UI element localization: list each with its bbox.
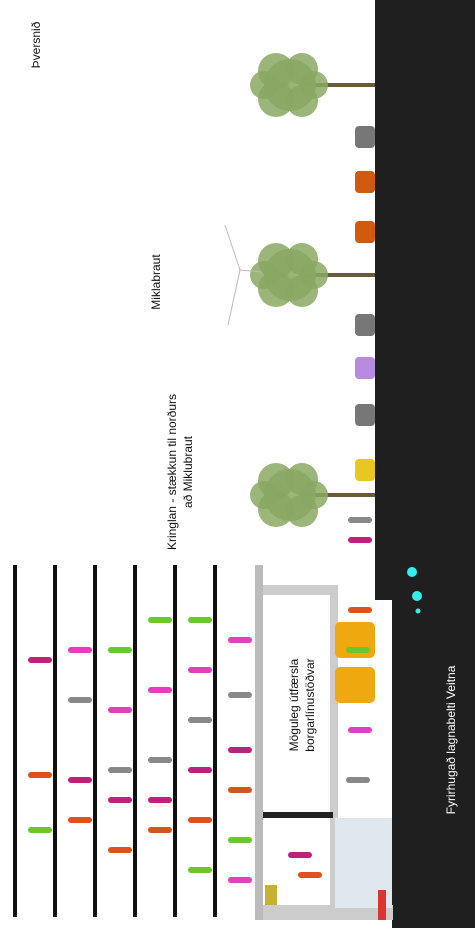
person bbox=[188, 867, 212, 873]
person bbox=[108, 707, 132, 713]
person bbox=[108, 647, 132, 653]
foliage bbox=[250, 261, 278, 289]
person bbox=[188, 667, 212, 673]
person bbox=[28, 827, 52, 833]
section-drawing: Þversnið Miklabraut Kringlan - stækkun t… bbox=[0, 0, 475, 928]
title: Þversnið bbox=[29, 21, 43, 68]
person bbox=[108, 847, 132, 853]
person bbox=[288, 852, 312, 858]
person bbox=[148, 797, 172, 803]
person bbox=[228, 877, 252, 883]
person bbox=[348, 537, 372, 543]
trees bbox=[250, 53, 375, 527]
floor-slab bbox=[213, 565, 217, 917]
person bbox=[148, 757, 172, 763]
person bbox=[188, 617, 212, 623]
utilities-label: Fyrirhugað lagnabelti Veitna bbox=[444, 665, 458, 814]
barrier bbox=[378, 890, 386, 920]
car bbox=[355, 314, 375, 336]
person bbox=[228, 787, 252, 793]
person bbox=[28, 772, 52, 778]
foliage bbox=[300, 261, 328, 289]
building-floor bbox=[263, 812, 333, 818]
person bbox=[68, 817, 92, 823]
foliage bbox=[250, 71, 278, 99]
car bbox=[355, 357, 375, 379]
person bbox=[108, 797, 132, 803]
mall-label: að Miklubraut bbox=[181, 435, 195, 508]
pipe bbox=[416, 609, 421, 614]
person bbox=[148, 687, 172, 693]
people bbox=[28, 517, 372, 883]
person bbox=[228, 692, 252, 698]
building-floors bbox=[13, 565, 217, 917]
road-label: Miklabraut bbox=[149, 254, 163, 310]
foliage bbox=[300, 71, 328, 99]
ground bbox=[375, 0, 475, 928]
person bbox=[148, 827, 172, 833]
person bbox=[348, 517, 372, 523]
station-roof bbox=[260, 585, 330, 595]
escalator bbox=[265, 885, 277, 905]
person bbox=[228, 637, 252, 643]
person bbox=[298, 872, 322, 878]
person bbox=[348, 727, 372, 733]
foliage bbox=[300, 481, 328, 509]
person bbox=[228, 837, 252, 843]
car bbox=[355, 404, 375, 426]
floor-slab bbox=[53, 565, 57, 917]
pipe bbox=[412, 591, 422, 601]
vehicles bbox=[335, 126, 375, 703]
mall-label: Kringlan - stækkun til norðurs bbox=[165, 394, 179, 550]
station-label: borgarlínustöðvar bbox=[303, 658, 317, 751]
person bbox=[68, 647, 92, 653]
person bbox=[108, 767, 132, 773]
person bbox=[68, 777, 92, 783]
floor-slab bbox=[173, 565, 177, 917]
car bbox=[355, 221, 375, 243]
person bbox=[348, 607, 372, 613]
foliage bbox=[250, 481, 278, 509]
floor-slab bbox=[93, 565, 97, 917]
person bbox=[28, 657, 52, 663]
person bbox=[346, 647, 370, 653]
person bbox=[148, 617, 172, 623]
pipe bbox=[407, 567, 417, 577]
car bbox=[355, 126, 375, 148]
floor-slab bbox=[13, 565, 17, 917]
car bbox=[355, 171, 375, 193]
building-facade bbox=[255, 565, 263, 920]
person bbox=[346, 777, 370, 783]
person bbox=[188, 817, 212, 823]
floor-slab bbox=[133, 565, 137, 917]
person bbox=[188, 717, 212, 723]
person bbox=[188, 767, 212, 773]
person bbox=[68, 697, 92, 703]
page: {"title": "Þversnið", "labels": {"road":… bbox=[0, 0, 475, 928]
person bbox=[228, 747, 252, 753]
bus bbox=[335, 667, 375, 703]
car bbox=[355, 459, 375, 481]
station-label: Möguleg útfærsla bbox=[287, 658, 301, 751]
